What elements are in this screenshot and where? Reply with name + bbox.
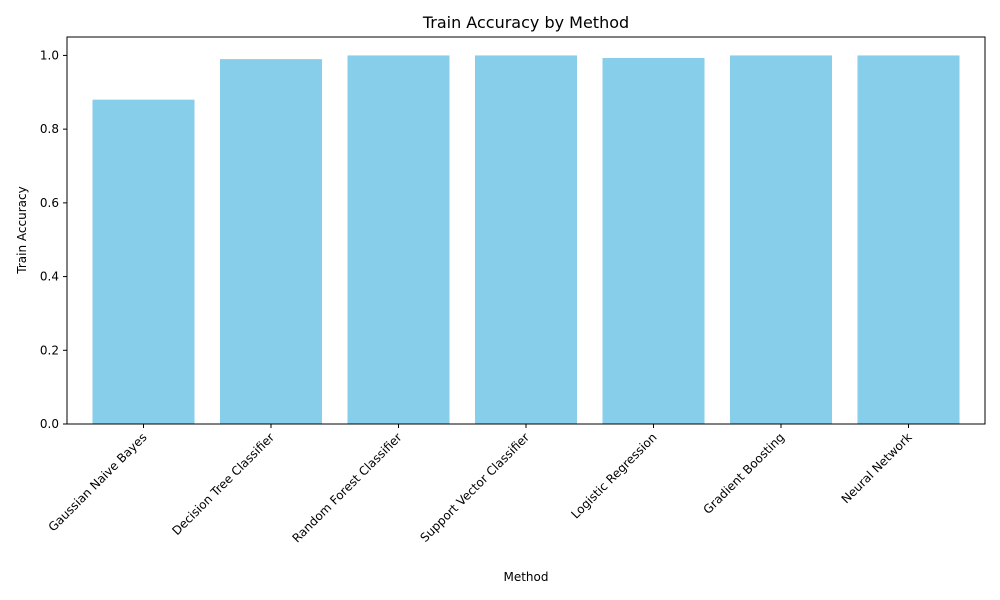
x-tick-label-4: Logistic Regression (568, 430, 659, 521)
bar-4 (602, 58, 705, 424)
y-axis-label: Train Accuracy (15, 186, 29, 274)
x-axis-label: Method (503, 570, 548, 584)
x-tick-label-0: Gaussian Naive Bayes (46, 430, 150, 534)
bar-0 (92, 99, 195, 425)
bar-2 (347, 55, 450, 425)
x-tick-label-1: Decision Tree Classifier (169, 430, 277, 538)
plot-frame (66, 36, 986, 425)
y-tick-label-0: 0.0 (40, 417, 59, 431)
y-tick-label-4: 0.8 (40, 122, 59, 136)
y-tick-label-3: 0.6 (40, 196, 59, 210)
y-tick-label-5: 1.0 (40, 48, 59, 62)
y-axis: 0.0 0.2 0.4 0.6 0.8 1.0 (40, 48, 67, 431)
bar-3 (475, 55, 577, 425)
bar-1 (220, 59, 322, 424)
bar-5 (730, 55, 832, 425)
y-tick-label-1: 0.2 (40, 343, 59, 357)
x-axis: Gaussian Naive Bayes Decision Tree Classi… (46, 424, 915, 545)
bar-6 (857, 55, 960, 425)
bars-group (92, 55, 960, 425)
x-tick-label-2: Random Forest Classifier (289, 430, 404, 545)
x-tick-label-3: Support Vector Classifier (418, 430, 533, 545)
chart-title: Train Accuracy by Method (422, 13, 629, 32)
x-tick-label-5: Gradient Boosting (701, 430, 788, 517)
y-tick-label-2: 0.4 (40, 270, 59, 284)
x-tick-label-6: Neural Network (839, 430, 915, 506)
